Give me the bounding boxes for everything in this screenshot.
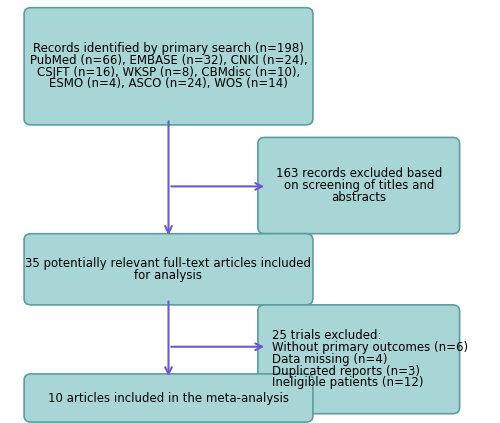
Text: 25 trials excluded:: 25 trials excluded: [272,330,381,342]
Text: Without primary outcomes (n=6): Without primary outcomes (n=6) [272,341,468,354]
Text: 35 potentially relevant full-text articles included: 35 potentially relevant full-text articl… [26,257,312,270]
FancyBboxPatch shape [24,234,313,305]
Text: Duplicated reports (n=3): Duplicated reports (n=3) [272,365,420,377]
Text: Ineligible patients (n=12): Ineligible patients (n=12) [272,376,423,389]
FancyBboxPatch shape [24,8,313,125]
FancyBboxPatch shape [258,305,460,414]
Text: for analysis: for analysis [134,269,202,282]
FancyBboxPatch shape [24,374,313,422]
Text: 10 articles included in the meta-analysis: 10 articles included in the meta-analysi… [48,392,289,404]
Text: 163 records excluded based: 163 records excluded based [276,168,442,180]
FancyBboxPatch shape [258,137,460,234]
Text: PubMed (n=66), EMBASE (n=32), CNKI (n=24),: PubMed (n=66), EMBASE (n=32), CNKI (n=24… [30,54,308,67]
Text: ESMO (n=4), ASCO (n=24), WOS (n=14): ESMO (n=4), ASCO (n=24), WOS (n=14) [49,77,288,91]
Text: Records identified by primary search (n=198): Records identified by primary search (n=… [33,42,304,55]
Text: Data missing (n=4): Data missing (n=4) [272,353,387,366]
Text: abstracts: abstracts [331,191,386,204]
Text: CSJFT (n=16), WKSP (n=8), CBMdisc (n=10),: CSJFT (n=16), WKSP (n=8), CBMdisc (n=10)… [37,66,300,79]
Text: on screening of titles and: on screening of titles and [284,179,434,192]
